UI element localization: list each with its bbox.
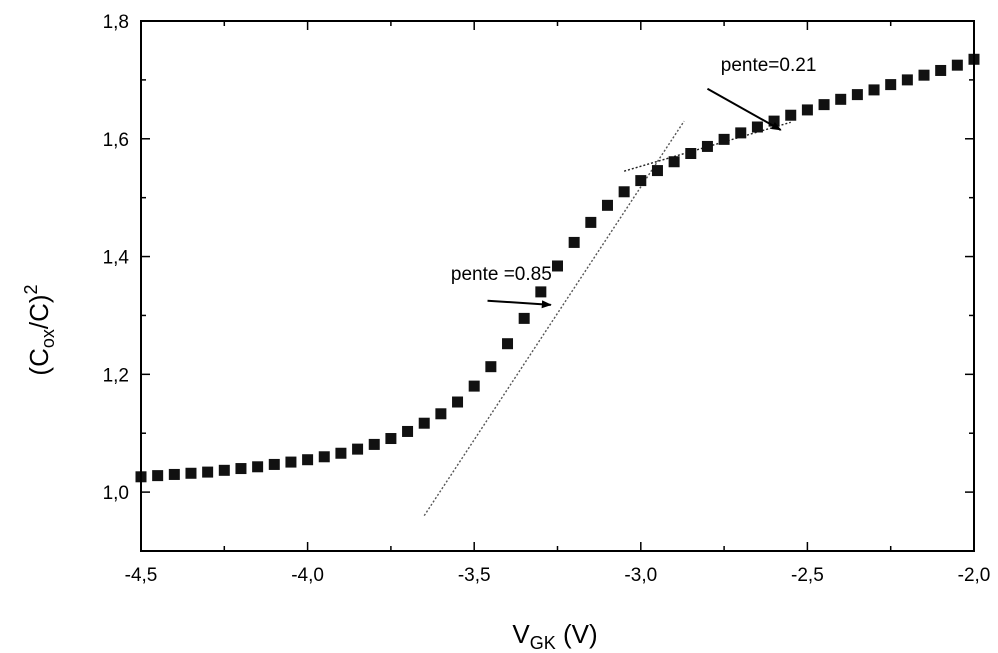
data-point xyxy=(851,89,863,101)
fit-line xyxy=(623,121,791,172)
y-tick-label: 1,8 xyxy=(103,12,129,33)
x-tick-label: -2,0 xyxy=(958,565,991,586)
data-points xyxy=(135,53,980,483)
data-point xyxy=(585,216,597,228)
plot-frame xyxy=(140,20,975,552)
data-point xyxy=(452,396,464,408)
data-point xyxy=(801,104,813,116)
data-point xyxy=(735,127,747,139)
data-point xyxy=(485,361,497,373)
y-tick-label: 1,4 xyxy=(103,248,130,269)
annotations: pente =0.85 pente=0.21 xyxy=(451,55,817,309)
data-point xyxy=(835,93,847,105)
data-point xyxy=(552,260,563,272)
data-point xyxy=(252,461,264,473)
fit-line xyxy=(423,120,685,517)
data-point xyxy=(701,140,713,152)
x-axis-title: VGK (V) xyxy=(512,619,597,653)
data-point xyxy=(718,133,730,145)
data-point xyxy=(768,115,780,127)
data-point xyxy=(818,99,830,111)
data-point xyxy=(268,458,280,470)
data-point xyxy=(868,84,880,96)
annotation-label: pente =0.85 xyxy=(451,264,552,285)
data-point xyxy=(285,456,297,468)
data-point xyxy=(235,463,247,475)
data-point xyxy=(601,199,613,211)
data-point xyxy=(502,338,514,350)
data-point xyxy=(951,59,963,71)
data-point xyxy=(218,464,230,476)
data-point xyxy=(568,236,580,248)
data-point xyxy=(402,425,414,437)
data-point xyxy=(468,380,480,392)
data-point xyxy=(935,64,947,76)
data-point xyxy=(685,148,697,159)
data-point xyxy=(418,417,430,429)
x-tick-label: -3,5 xyxy=(458,565,491,586)
fit-lines xyxy=(423,120,791,517)
x-tick-label: -4,0 xyxy=(291,565,324,586)
y-tick-label: 1,2 xyxy=(103,365,129,386)
data-point xyxy=(618,186,630,198)
x-tick-label: -2,5 xyxy=(791,565,824,586)
data-point xyxy=(385,433,397,445)
data-point xyxy=(901,74,913,86)
data-point xyxy=(352,443,364,455)
data-point xyxy=(751,121,763,133)
data-point xyxy=(885,79,897,91)
annotation-label: pente=0.21 xyxy=(721,55,817,76)
data-point xyxy=(651,165,663,177)
x-tick-label: -4,5 xyxy=(125,565,158,586)
y-tick-label: 1,0 xyxy=(103,483,129,504)
data-point xyxy=(435,408,447,420)
data-point xyxy=(302,454,314,466)
data-point xyxy=(918,69,930,81)
axis-ticks xyxy=(140,20,975,552)
annotation-arrow xyxy=(706,87,782,131)
data-point xyxy=(635,175,647,187)
data-point xyxy=(335,447,347,459)
data-point xyxy=(518,312,530,324)
data-point xyxy=(535,286,547,298)
y-axis-title: (Cox/C)2 xyxy=(21,284,58,375)
data-point xyxy=(202,466,214,478)
tick-labels: -4,5 -4,0 -3,5 -3,0 -2,5 -2,0 1,0 1,2 1,4 1,6 1,8 xyxy=(103,12,991,586)
y-tick-label: 1,6 xyxy=(103,130,129,151)
data-point xyxy=(185,467,197,479)
data-point xyxy=(668,156,680,168)
data-point xyxy=(318,451,330,463)
data-point xyxy=(785,109,797,121)
annotation-arrow xyxy=(487,299,552,309)
data-point xyxy=(168,468,180,480)
data-point xyxy=(368,438,380,450)
x-tick-label: -3,0 xyxy=(624,565,657,586)
data-point xyxy=(152,470,164,482)
